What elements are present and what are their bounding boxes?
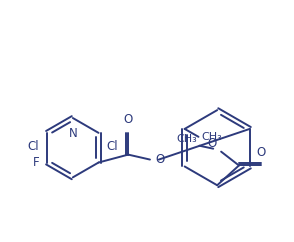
Text: Cl: Cl <box>28 140 39 153</box>
Text: O: O <box>207 137 216 150</box>
Text: N: N <box>69 127 77 140</box>
Text: F: F <box>33 156 39 169</box>
Text: O: O <box>256 146 265 159</box>
Text: Cl: Cl <box>106 140 118 153</box>
Text: CH₃: CH₃ <box>177 134 197 144</box>
Text: O: O <box>123 113 133 126</box>
Text: O: O <box>155 153 164 166</box>
Text: CH₃: CH₃ <box>201 132 222 142</box>
